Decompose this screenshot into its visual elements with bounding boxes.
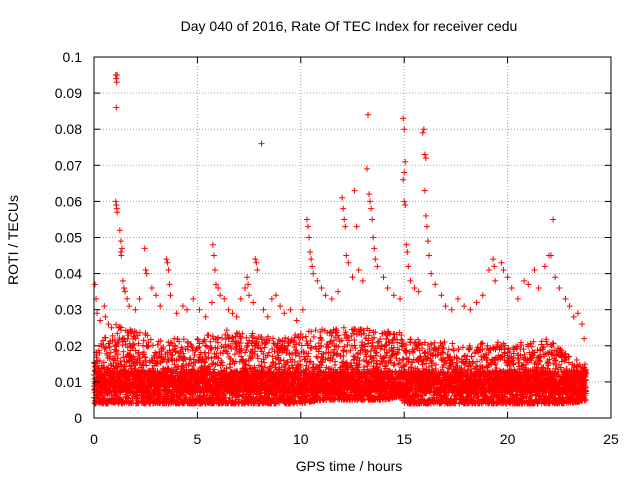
data-point — [116, 323, 123, 330]
data-point — [111, 392, 118, 399]
data-point — [96, 349, 103, 356]
data-point — [102, 334, 109, 341]
data-point — [145, 343, 152, 350]
data-point — [114, 351, 121, 358]
data-point — [144, 332, 151, 339]
data-point — [100, 359, 107, 366]
data-point — [114, 330, 121, 337]
data-point — [169, 352, 176, 359]
data-point — [140, 337, 147, 344]
data-point — [120, 354, 127, 361]
data-point — [120, 348, 127, 355]
data-point — [144, 343, 151, 350]
data-point — [148, 357, 155, 364]
data-point — [136, 357, 143, 364]
data-point — [117, 358, 124, 365]
data-point — [167, 339, 174, 346]
data-point — [160, 344, 167, 351]
data-point — [132, 366, 139, 373]
data-point — [110, 356, 117, 363]
data-point — [106, 343, 113, 350]
data-point — [114, 355, 121, 362]
data-point — [143, 362, 150, 369]
data-point — [106, 353, 113, 360]
data-point — [157, 359, 164, 366]
data-point — [96, 357, 103, 364]
data-point — [136, 329, 143, 336]
data-point — [154, 360, 161, 367]
data-point — [160, 355, 167, 362]
data-point — [135, 399, 142, 406]
data-point — [154, 341, 161, 348]
data-point — [113, 347, 120, 354]
data-point — [132, 347, 139, 354]
data-points — [91, 72, 590, 407]
data-point — [114, 340, 121, 347]
data-point — [113, 321, 120, 328]
data-point — [107, 349, 114, 356]
data-point — [172, 343, 179, 350]
data-point — [118, 324, 125, 331]
data-point — [140, 349, 147, 356]
data-point — [135, 349, 142, 356]
data-point — [121, 335, 128, 342]
data-point — [131, 328, 138, 335]
data-point — [131, 342, 138, 349]
data-point — [169, 373, 176, 380]
data-point — [142, 353, 149, 360]
data-point — [94, 360, 101, 367]
data-point — [157, 337, 164, 344]
data-point — [130, 341, 137, 348]
data-point — [130, 353, 137, 360]
data-point — [149, 342, 156, 349]
data-point — [147, 336, 154, 343]
data-point — [109, 332, 116, 339]
data-point — [124, 335, 131, 342]
data-point — [111, 336, 118, 343]
data-point — [101, 346, 108, 353]
data-point — [135, 340, 142, 347]
data-point — [132, 335, 139, 342]
